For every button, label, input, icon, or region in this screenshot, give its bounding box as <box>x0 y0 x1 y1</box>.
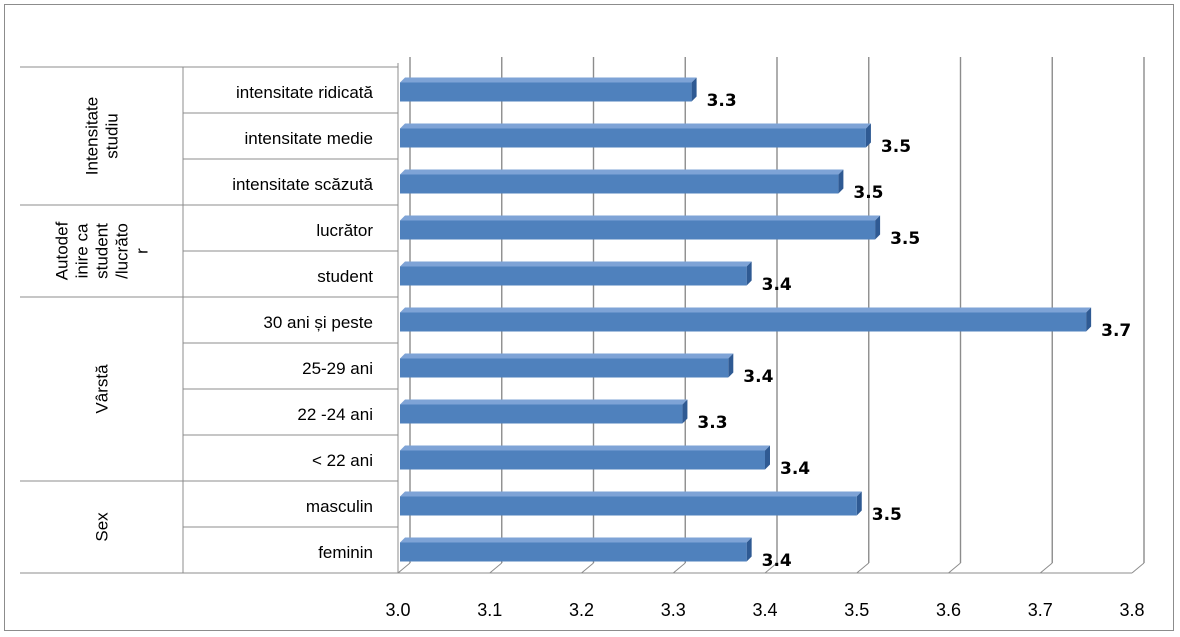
group-label-line: student <box>93 223 112 279</box>
group-label: Sex <box>93 512 112 542</box>
bar-top-face <box>400 123 871 129</box>
category-label: intensitate ridicată <box>236 83 374 102</box>
category-label: student <box>317 267 373 286</box>
category-label: 25-29 ani <box>302 359 373 378</box>
category-label: 22 -24 ani <box>297 405 373 424</box>
x-tick-label: 3.6 <box>936 600 961 620</box>
group-label: Vârstă <box>93 364 112 414</box>
x-tick-label: 3.7 <box>1028 600 1053 620</box>
bar-side-face <box>765 445 770 470</box>
bar-top-face <box>400 261 752 267</box>
x-tick-label: 3.1 <box>477 600 502 620</box>
group-label-line: Vârstă <box>93 364 112 414</box>
bar-top-face <box>400 445 770 451</box>
group-label-line: /lucrăto <box>113 223 132 279</box>
bar-side-face <box>746 261 752 286</box>
gridline-floor <box>397 562 411 574</box>
bar-side-face <box>856 491 862 516</box>
category-label: masculin <box>306 497 373 516</box>
bar-top-face <box>400 169 844 175</box>
category-label: < 22 ani <box>312 451 373 470</box>
bar-top-face <box>400 77 697 83</box>
x-tick-label: 3.8 <box>1119 600 1144 620</box>
bar-side-face <box>728 353 734 378</box>
bar <box>400 266 747 286</box>
bar-top-face <box>400 307 1092 313</box>
gridline-floor <box>948 562 961 574</box>
bar <box>400 220 876 240</box>
bar-side-face <box>1086 307 1092 332</box>
data-label: 3.5 <box>890 229 920 249</box>
group-label-line: Autodef <box>53 221 72 280</box>
bar-top-face <box>400 537 752 543</box>
x-tick-label: 3.2 <box>569 600 594 620</box>
data-label: 3.5 <box>853 183 883 203</box>
data-label: 3.5 <box>881 137 911 157</box>
bar <box>400 174 839 194</box>
group-label-line: Intensitate <box>83 97 102 175</box>
x-tick-label: 3.4 <box>752 600 777 620</box>
group-label-line: inire ca <box>73 223 92 278</box>
data-label: 3.4 <box>743 367 773 387</box>
category-label: lucrător <box>316 221 373 240</box>
category-label: intensitate scăzută <box>232 175 373 194</box>
data-label: 3.7 <box>1101 321 1131 341</box>
data-label: 3.4 <box>762 551 792 571</box>
data-label: 3.3 <box>707 91 737 111</box>
bar-side-face <box>691 77 697 102</box>
data-label: 3.5 <box>872 505 902 525</box>
gridline-floor <box>672 562 686 574</box>
x-tick-label: 3.3 <box>661 600 686 620</box>
category-label: intensitate medie <box>244 129 373 148</box>
bar <box>400 128 866 148</box>
group-label: Intensitatestudiu <box>83 97 122 175</box>
category-label: feminin <box>318 543 373 562</box>
bar <box>400 404 683 424</box>
bar-top-face <box>400 399 688 405</box>
gridline-floor <box>856 562 870 574</box>
bar <box>400 312 1087 332</box>
gridline-floor <box>1131 562 1145 574</box>
data-label: 3.3 <box>697 413 727 433</box>
bar <box>400 450 765 470</box>
bar <box>400 542 747 562</box>
bar-side-face <box>875 215 881 240</box>
bar-top-face <box>400 491 862 497</box>
bar-side-face <box>838 169 844 194</box>
bar-side-face <box>746 537 752 562</box>
gridline-floor <box>489 562 503 574</box>
category-label: 30 ani și peste <box>263 313 373 332</box>
bar-top-face <box>400 353 734 359</box>
group-label-line: Sex <box>93 512 112 542</box>
group-label: Autodefinire castudent/lucrător <box>53 221 152 280</box>
bar-side-face <box>682 399 688 424</box>
data-label: 3.4 <box>780 459 810 479</box>
x-tick-label: 3.5 <box>844 600 869 620</box>
group-label-line: r <box>133 248 152 254</box>
gridline-floor <box>581 562 594 574</box>
bar <box>400 82 692 102</box>
gridline-floor <box>1039 562 1053 574</box>
bar-top-face <box>400 215 881 221</box>
bar <box>400 496 857 516</box>
bar-side-face <box>865 123 871 148</box>
group-label-line: studiu <box>103 113 122 158</box>
bar <box>400 358 729 378</box>
x-tick-label: 3.0 <box>385 600 410 620</box>
data-label: 3.4 <box>762 275 792 295</box>
gridline-floor <box>764 562 778 574</box>
